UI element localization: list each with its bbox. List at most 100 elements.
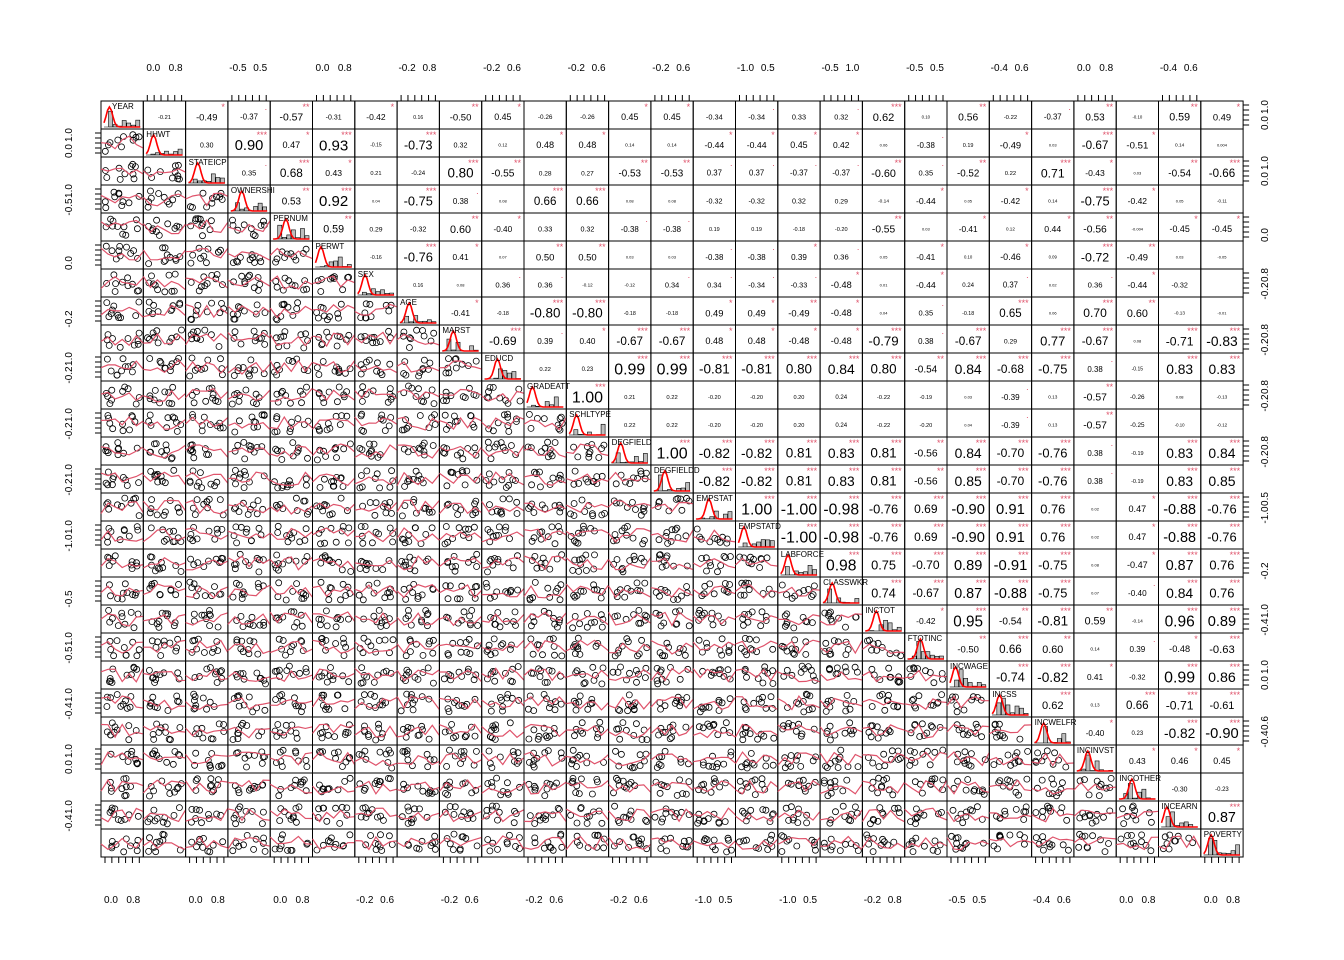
scatter-point bbox=[103, 174, 111, 181]
correlation-value: 0.91 bbox=[996, 502, 1025, 518]
significance-stars: ** bbox=[895, 214, 903, 224]
scatter-point bbox=[714, 568, 721, 576]
scatter-point bbox=[655, 731, 662, 739]
scatter-point bbox=[125, 199, 133, 207]
matrix-cell: -0.69*** bbox=[481, 324, 525, 354]
correlation-value: 1.00 bbox=[741, 502, 772, 519]
scatter-point bbox=[105, 313, 113, 321]
scatter-point bbox=[527, 444, 535, 452]
correlation-value: -0.42 bbox=[1128, 196, 1148, 206]
scatter-point bbox=[239, 364, 247, 371]
correlation-value: -0.41 bbox=[451, 308, 470, 318]
scatter-point bbox=[313, 309, 321, 316]
scatter-point bbox=[119, 387, 126, 395]
scatter-point bbox=[273, 551, 281, 559]
matrix-cell: 0.13 bbox=[1073, 688, 1117, 718]
correlation-value: 0.03 bbox=[922, 226, 931, 231]
scatter-point bbox=[161, 256, 169, 264]
matrix-cell: -0.70*** bbox=[904, 548, 948, 578]
scatter-point bbox=[254, 497, 262, 505]
scatter-point bbox=[367, 642, 375, 650]
significance-stars: *** bbox=[1230, 634, 1241, 644]
significance-stars: * bbox=[771, 130, 775, 140]
matrix-cell bbox=[481, 464, 525, 494]
smooth-line bbox=[312, 418, 356, 430]
variable-label: STATEICP bbox=[189, 158, 227, 167]
smooth-line bbox=[481, 444, 525, 457]
scatter-point bbox=[103, 299, 111, 307]
scatter-point bbox=[169, 383, 177, 391]
significance-stars: *** bbox=[341, 186, 352, 196]
matrix-cell: 0.89*** bbox=[1200, 604, 1244, 634]
matrix-cell: 0.77*** bbox=[1031, 324, 1075, 354]
scatter-point bbox=[150, 333, 158, 341]
matrix-cell bbox=[438, 548, 483, 578]
matrix-cell bbox=[269, 660, 314, 690]
correlation-value: 0.49 bbox=[1213, 111, 1231, 122]
scatter-point bbox=[797, 669, 805, 676]
scatter-point bbox=[470, 523, 478, 531]
significance-stars: . bbox=[518, 270, 521, 280]
smooth-line bbox=[227, 305, 271, 316]
cell-border bbox=[100, 408, 144, 438]
scatter-point bbox=[273, 447, 281, 455]
matrix-cell bbox=[142, 184, 187, 214]
matrix-cell: -0.26 bbox=[523, 100, 567, 130]
correlation-value: 0.47 bbox=[1128, 504, 1146, 514]
correlation-value: -0.01 bbox=[1217, 310, 1227, 315]
scatter-point bbox=[737, 645, 745, 652]
cell-border bbox=[354, 744, 398, 774]
significance-stars: *** bbox=[1230, 522, 1241, 532]
scatter-point bbox=[124, 274, 131, 282]
matrix-cell: 0.07 bbox=[481, 240, 525, 270]
matrix-cell: 0.48* bbox=[565, 128, 610, 158]
correlation-value: 0.83 bbox=[828, 446, 855, 461]
cell-border bbox=[269, 464, 314, 494]
matrix-cell bbox=[819, 632, 863, 662]
significance-stars: *** bbox=[426, 242, 437, 252]
matrix-cell: 0.29 bbox=[819, 184, 863, 214]
correlation-value: 0.56 bbox=[958, 113, 978, 124]
matrix-cell: -0.80*** bbox=[523, 296, 567, 326]
matrix-cell: INCWAGE bbox=[946, 660, 990, 690]
correlation-value: -0.40 bbox=[1128, 589, 1147, 598]
scatter-point bbox=[531, 579, 539, 586]
scatter-point bbox=[953, 708, 961, 716]
matrix-cell: -0.81*** bbox=[692, 352, 737, 382]
correlation-value: 0.21 bbox=[624, 395, 635, 401]
scatter-point bbox=[460, 608, 468, 616]
correlation-value: 0.60 bbox=[1042, 644, 1063, 656]
correlation-value: -0.70 bbox=[997, 474, 1025, 488]
matrix-cell bbox=[565, 688, 610, 718]
correlation-value: 0.70 bbox=[1083, 306, 1107, 320]
matrix-cell bbox=[946, 688, 990, 718]
correlation-value: 0.37 bbox=[749, 169, 764, 178]
significance-stars: . bbox=[1068, 102, 1071, 112]
correlation-value: -0.26 bbox=[1130, 394, 1145, 401]
matrix-cell: -0.42* bbox=[354, 100, 398, 130]
matrix-cell bbox=[312, 324, 356, 354]
significance-stars: ** bbox=[472, 214, 480, 224]
cell-border bbox=[227, 716, 271, 746]
matrix-cell: -0.76*** bbox=[1200, 492, 1244, 522]
matrix-cell: 0.27 bbox=[565, 156, 610, 186]
matrix-cell bbox=[650, 604, 694, 634]
smooth-line bbox=[227, 331, 271, 341]
significance-stars: *** bbox=[1018, 354, 1029, 364]
scatter-point bbox=[127, 163, 135, 170]
scatter-point bbox=[251, 337, 259, 345]
significance-stars: *** bbox=[1230, 718, 1241, 728]
scatter-point bbox=[236, 304, 244, 312]
matrix-cell: 0.10 bbox=[904, 100, 948, 130]
scatter-point bbox=[161, 364, 169, 372]
matrix-cell: 0.24 bbox=[946, 268, 990, 298]
scatter-point bbox=[387, 395, 395, 403]
correlation-value: 0.21 bbox=[370, 171, 381, 177]
matrix-cell: 0.03 bbox=[608, 240, 652, 270]
scatter-point bbox=[215, 343, 223, 350]
matrix-cell: SCHLTYPE bbox=[565, 408, 611, 438]
scatter-point bbox=[415, 372, 423, 380]
scatter-point bbox=[163, 758, 171, 766]
smooth-line bbox=[100, 306, 144, 318]
scatter-point bbox=[323, 622, 331, 630]
